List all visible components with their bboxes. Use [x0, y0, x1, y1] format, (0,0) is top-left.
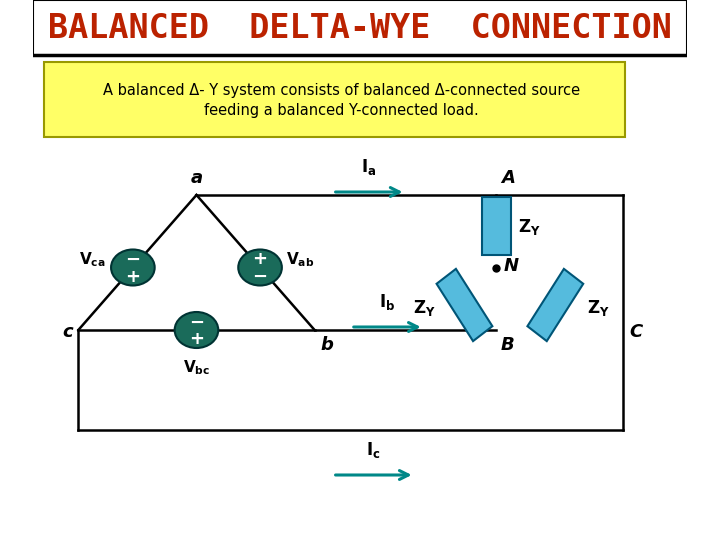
Text: $\mathbf{I_a}$: $\mathbf{I_a}$	[361, 157, 377, 177]
Ellipse shape	[238, 249, 282, 286]
Text: $\mathbf{V_{ca}}$: $\mathbf{V_{ca}}$	[79, 250, 106, 269]
Text: $\mathbf{Z_Y}$: $\mathbf{Z_Y}$	[413, 298, 436, 318]
Text: B: B	[501, 336, 515, 354]
Text: $\mathbf{Z_Y}$: $\mathbf{Z_Y}$	[518, 217, 541, 237]
Text: c: c	[63, 323, 73, 341]
Text: A balanced Δ- Y system consists of balanced Δ-connected source: A balanced Δ- Y system consists of balan…	[103, 83, 580, 98]
Text: A: A	[501, 169, 515, 187]
Text: −: −	[189, 314, 204, 332]
Text: N: N	[503, 257, 518, 275]
Text: BALANCED  DELTA-WYE  CONNECTION: BALANCED DELTA-WYE CONNECTION	[48, 11, 672, 44]
Polygon shape	[528, 269, 583, 341]
Ellipse shape	[111, 249, 155, 286]
Bar	[482, 197, 510, 255]
Text: +: +	[125, 267, 140, 286]
Text: −: −	[125, 251, 140, 268]
Text: feeding a balanced Y-connected load.: feeding a balanced Y-connected load.	[204, 103, 480, 118]
Text: $\mathbf{Z_Y}$: $\mathbf{Z_Y}$	[587, 298, 610, 318]
Bar	[44, 62, 625, 137]
Text: C: C	[629, 323, 642, 341]
Ellipse shape	[175, 312, 218, 348]
Text: a: a	[190, 169, 202, 187]
Text: $\mathbf{I_b}$: $\mathbf{I_b}$	[379, 292, 395, 312]
Text: $\mathbf{V_{ab}}$: $\mathbf{V_{ab}}$	[286, 250, 314, 269]
Text: +: +	[189, 330, 204, 348]
Text: $\mathbf{V_{bc}}$: $\mathbf{V_{bc}}$	[183, 358, 210, 377]
Text: b: b	[320, 336, 333, 354]
Text: +: +	[253, 251, 268, 268]
Text: $\mathbf{I_c}$: $\mathbf{I_c}$	[366, 440, 381, 460]
Text: −: −	[253, 267, 268, 286]
Polygon shape	[436, 269, 492, 341]
